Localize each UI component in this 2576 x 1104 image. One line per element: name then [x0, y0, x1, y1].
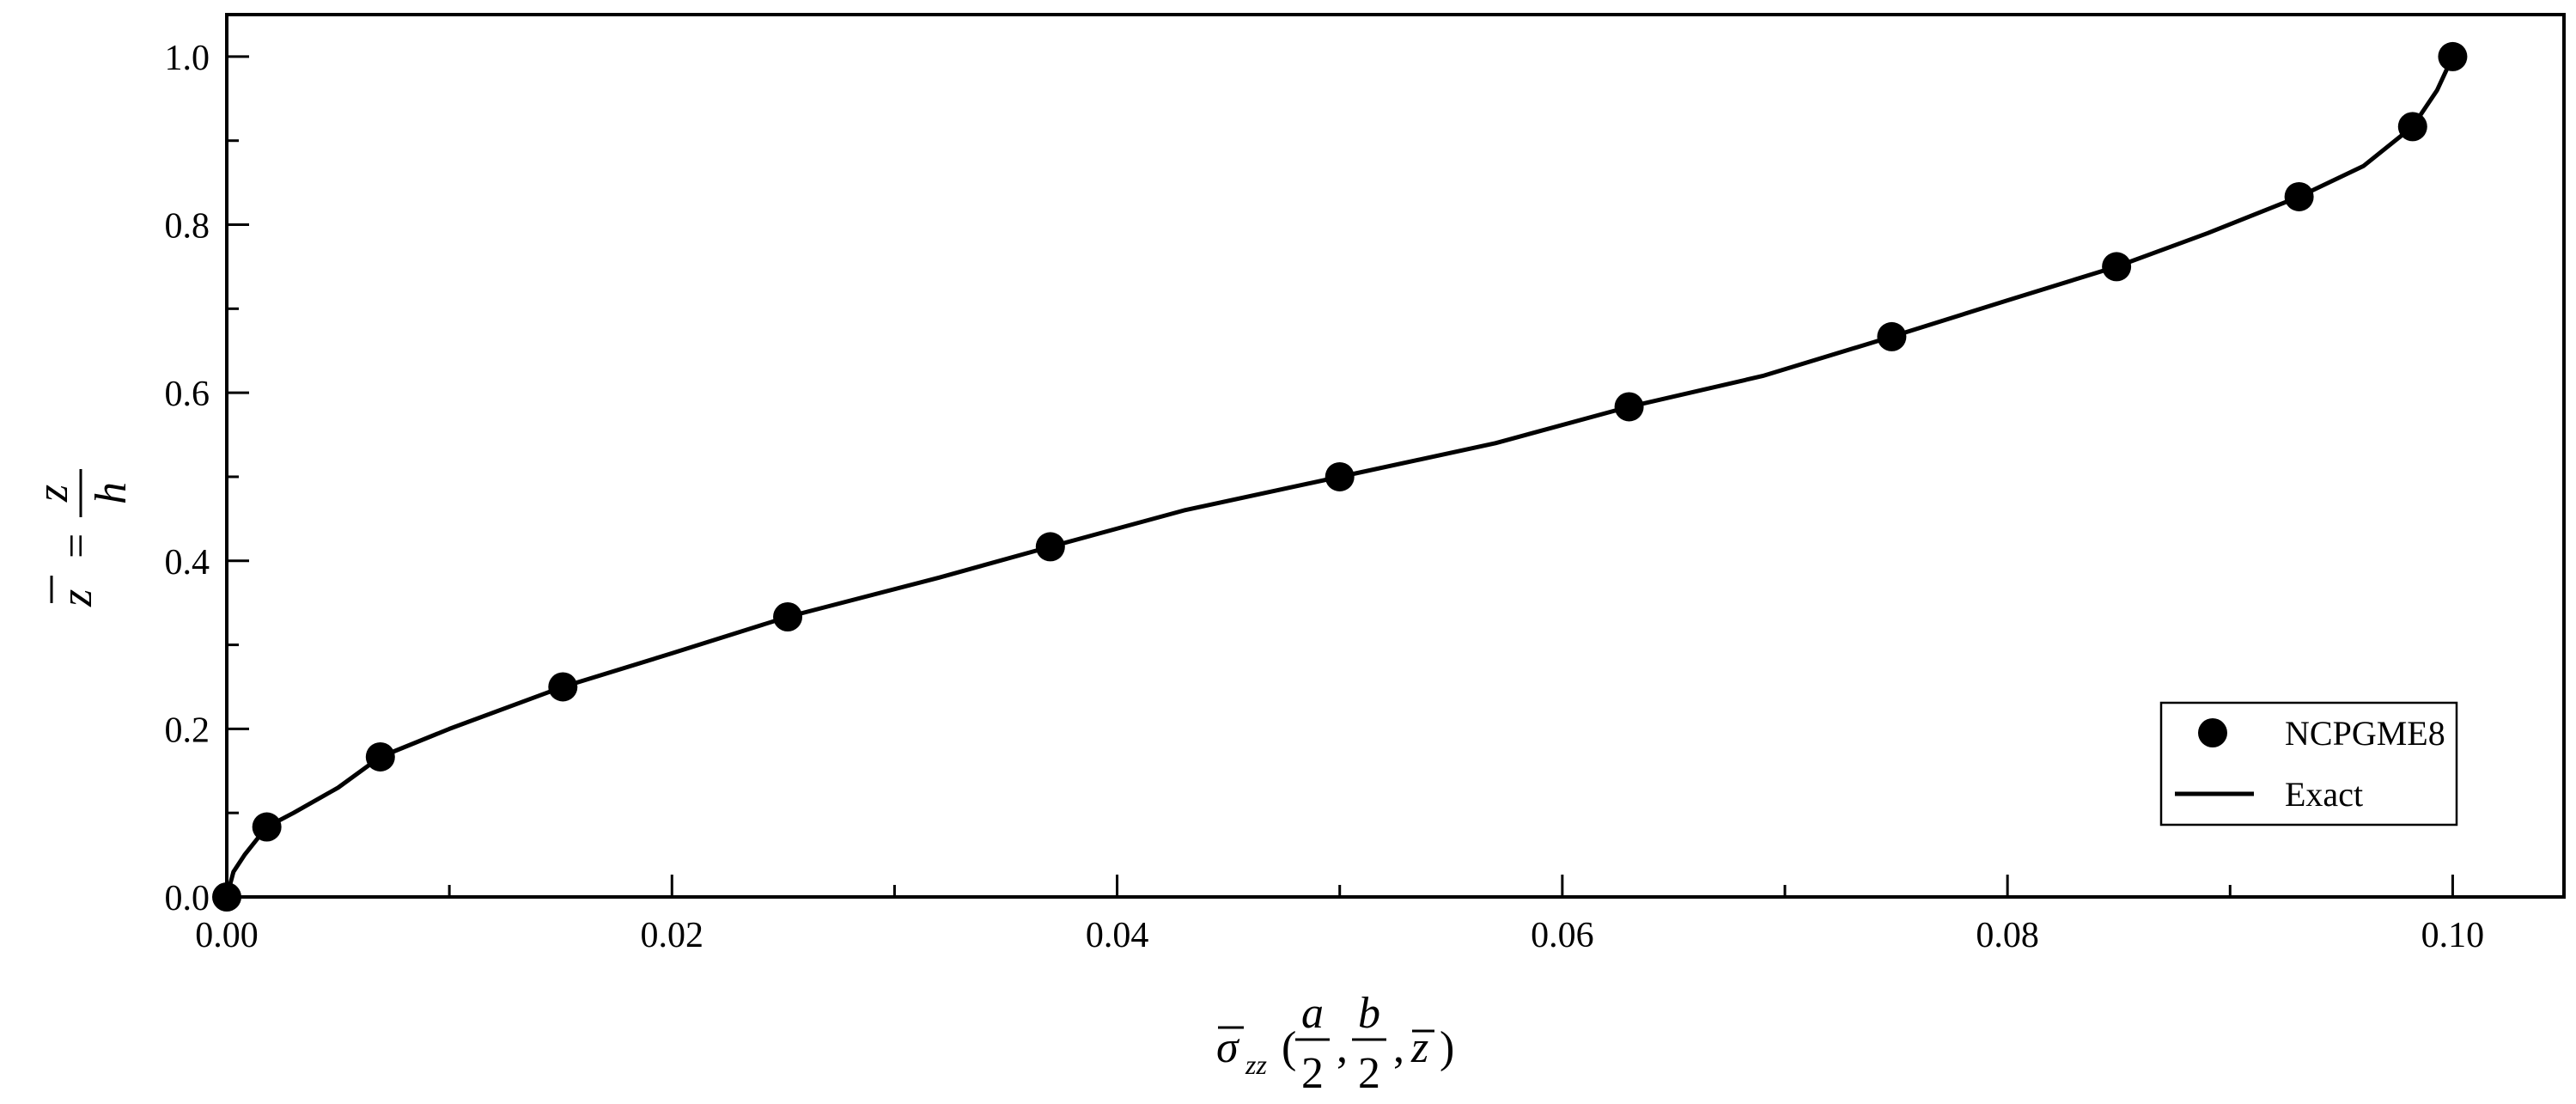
svg-text:2: 2 [1358, 1049, 1380, 1098]
ncpgme8-point-6 [1325, 461, 1355, 491]
x-tick-label-2: 0.04 [1086, 916, 1149, 955]
x-tick-label-0: 0.00 [195, 916, 259, 955]
svg-text:,: , [1393, 1023, 1404, 1072]
ncpgme8-point-9 [2102, 252, 2132, 282]
svg-text:): ) [1440, 1023, 1454, 1072]
ncpgme8-point-7 [1614, 392, 1644, 422]
legend: NCPGME8 Exact [2159, 701, 2458, 826]
ncpgme8-point-5 [1035, 532, 1065, 562]
svg-text:z: z [1410, 1023, 1428, 1072]
x-axis-label: σ zz ( a 2 , b 2 , z ) [1216, 989, 1454, 1098]
ncpgme8-point-2 [365, 741, 395, 772]
series-line-exact [224, 54, 2455, 900]
ncpgme8-point-8 [1877, 321, 1907, 351]
plot-frame [225, 13, 2566, 899]
y-axis-label: z = z h [28, 469, 136, 607]
y-tick-label-3: 0.6 [165, 375, 210, 414]
y-tick-label-1: 0.2 [165, 711, 210, 750]
svg-text:σ: σ [1216, 1023, 1240, 1072]
svg-text:2: 2 [1301, 1049, 1324, 1098]
legend-marker-ncpgme8 [2198, 718, 2227, 747]
y-tick-label-4: 0.8 [165, 207, 210, 247]
legend-label-ncpgme8: NCPGME8 [2285, 714, 2445, 753]
ncpgme8-point-4 [773, 602, 803, 632]
x-tick-label-3: 0.06 [1531, 916, 1594, 955]
series-layer [212, 41, 2468, 912]
legend-label-exact: Exact [2285, 775, 2363, 814]
ncpgme8-point-1 [252, 812, 282, 842]
svg-text:(: ( [1282, 1023, 1296, 1072]
svg-text:h: h [87, 482, 136, 504]
svg-text:zz: zz [1245, 1049, 1267, 1080]
svg-text:,: , [1337, 1023, 1348, 1072]
svg-text:b: b [1358, 989, 1380, 1038]
svg-text:=: = [52, 534, 101, 558]
ticks-layer: 0.00 0.02 0.04 0.06 0.08 0.10 0.0 0.2 0.4 0.6 0.8 1… [165, 39, 2485, 955]
ncpgme8-point-10 [2284, 181, 2314, 211]
ncpgme8-point-3 [548, 672, 578, 702]
ncpgme8-point-11 [2397, 112, 2427, 142]
y-tick-label-0: 0.0 [165, 879, 210, 918]
x-tick-label-5: 0.10 [2421, 916, 2485, 955]
svg-text:z: z [52, 589, 101, 607]
ncpgme8-point-12 [2438, 41, 2468, 71]
y-tick-label-5: 1.0 [165, 39, 210, 78]
x-tick-label-4: 0.08 [1976, 916, 2039, 955]
y-tick-label-2: 0.4 [165, 543, 210, 582]
x-tick-label-1: 0.02 [641, 916, 704, 955]
svg-text:a: a [1301, 989, 1324, 1038]
svg-text:z: z [28, 485, 77, 503]
